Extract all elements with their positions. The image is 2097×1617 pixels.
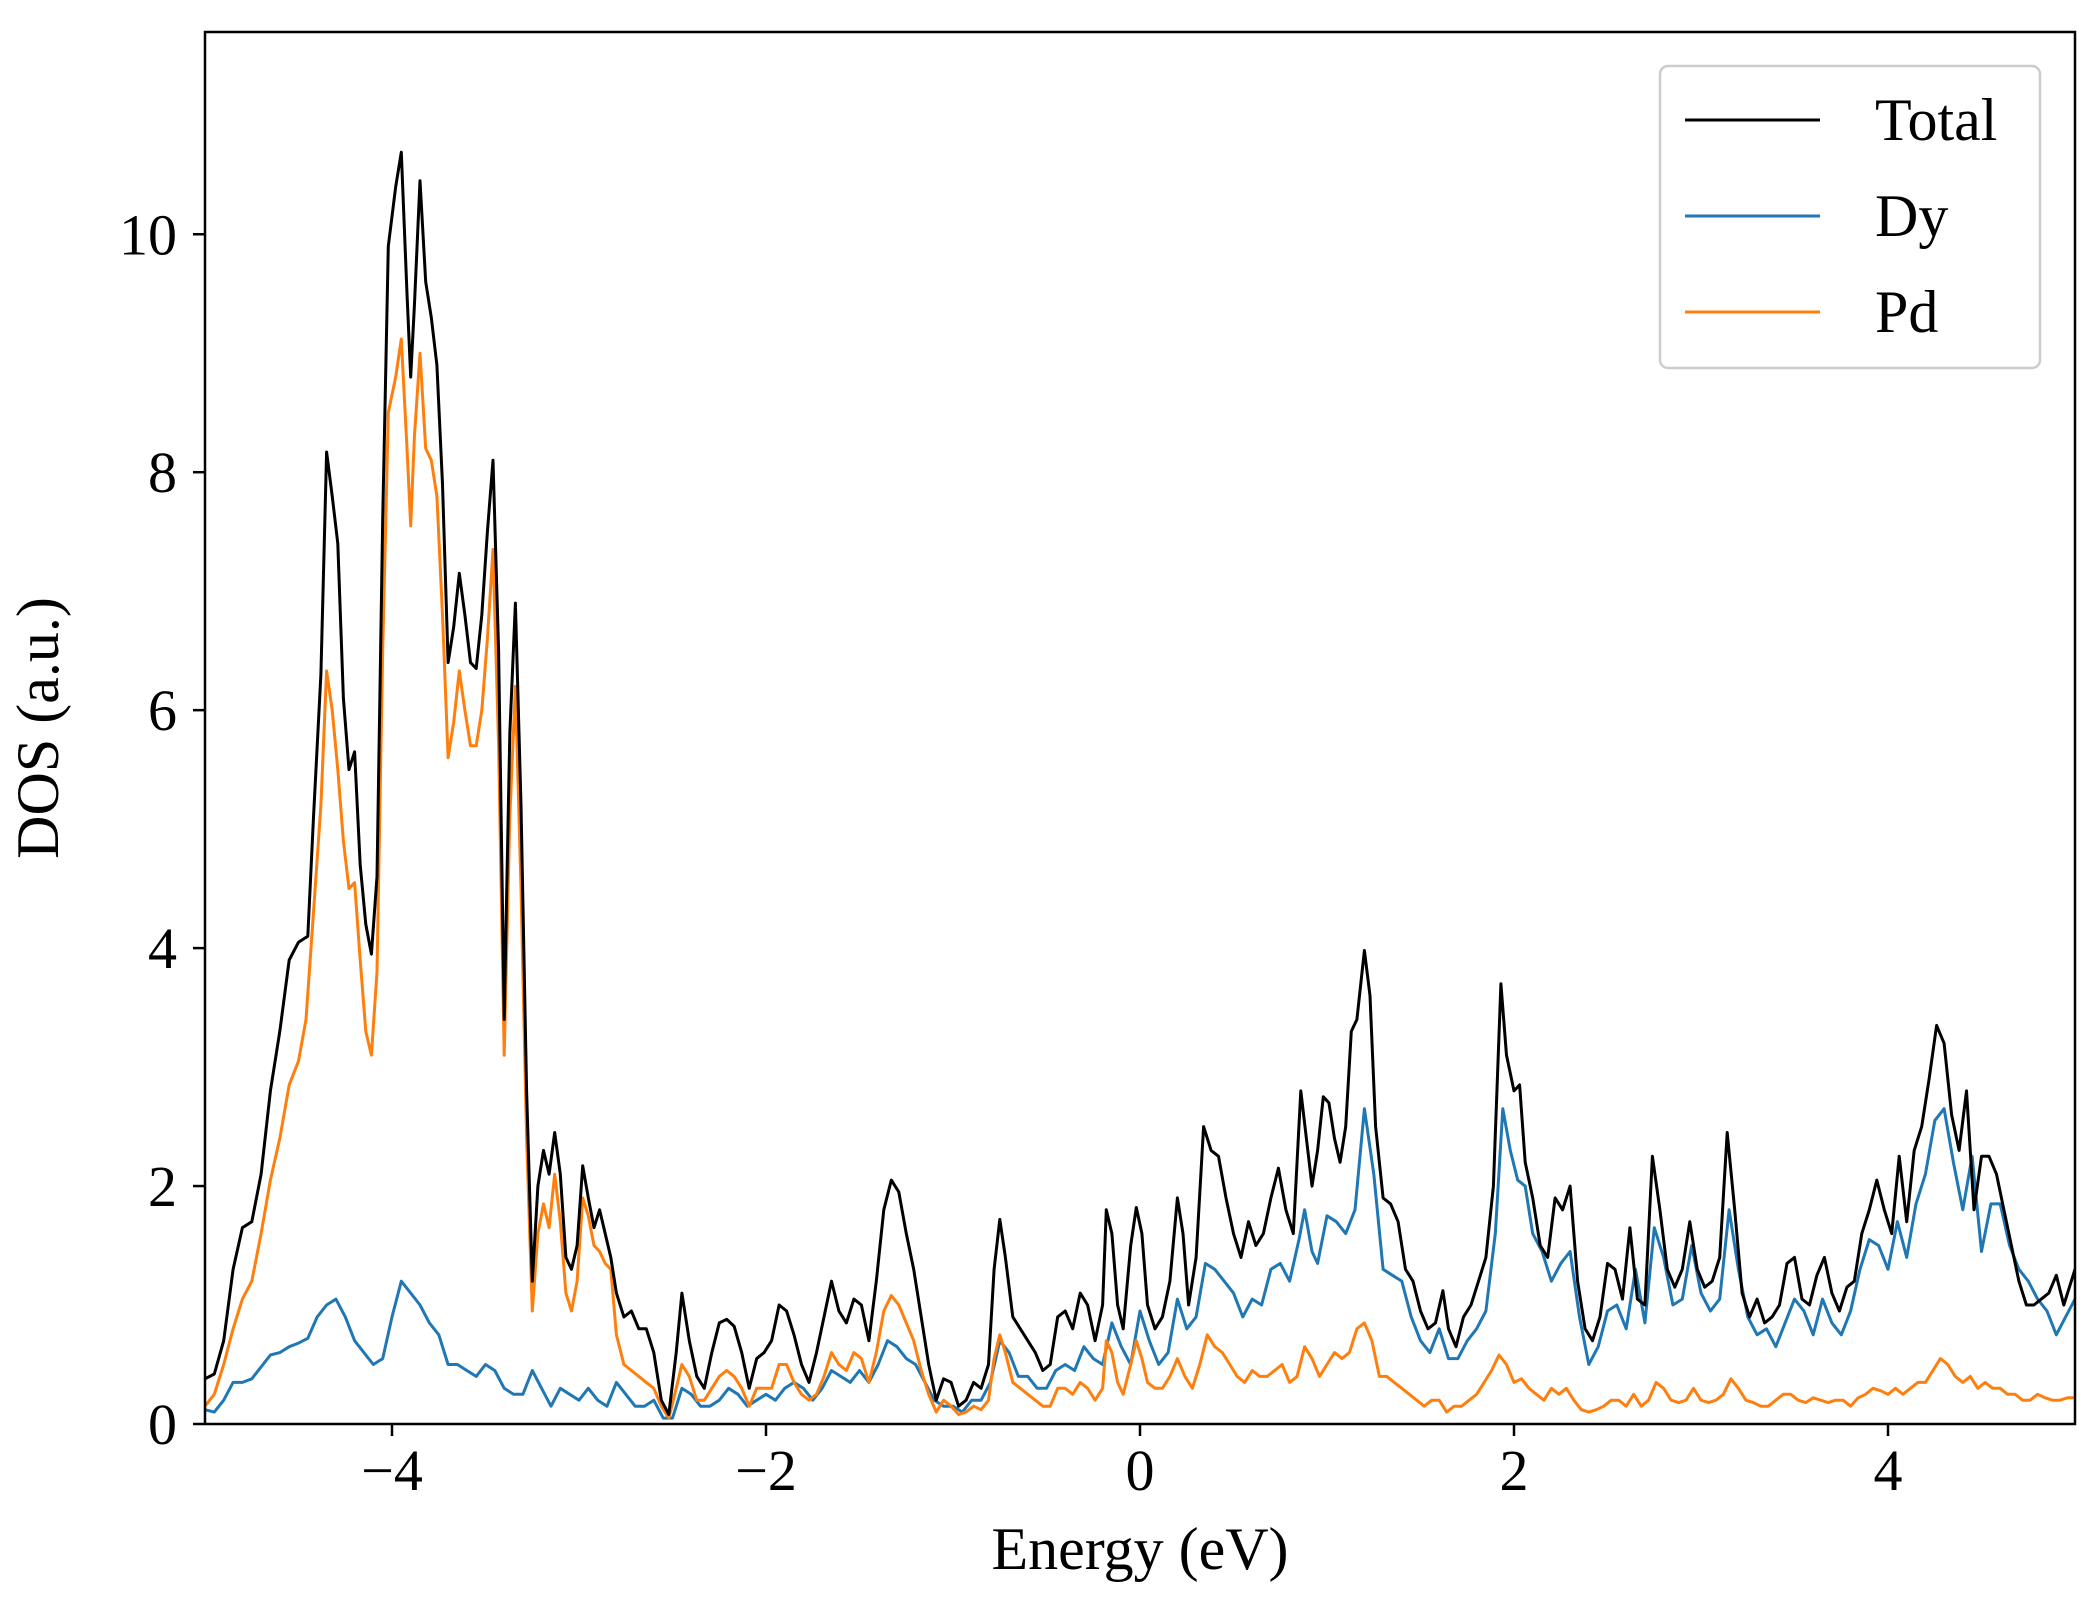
y-axis-ticks: 0 2 4 6 8 10 [119, 202, 205, 1457]
series-line-dy [205, 1107, 2075, 1420]
series-line-pd [205, 337, 2075, 1420]
y-tick-label: 0 [148, 1392, 177, 1457]
x-tick-label: −2 [735, 1438, 797, 1503]
y-tick-label: 8 [148, 440, 177, 505]
series-line-total [205, 150, 2075, 1416]
legend-box [1658, 64, 2042, 370]
y-tick-label: 2 [148, 1154, 177, 1219]
x-tick-label: 0 [1126, 1438, 1155, 1503]
legend-label-pd: Pd [1875, 279, 1938, 345]
legend: Total Dy Pd [1658, 64, 2042, 370]
x-axis-label: Energy (eV) [991, 1516, 1288, 1582]
y-tick-label: 10 [119, 202, 177, 267]
x-axis-ticks: −4 −2 0 2 4 [361, 1424, 1903, 1503]
x-tick-label: −4 [361, 1438, 423, 1503]
series-layer [205, 150, 2075, 1420]
legend-label-dy: Dy [1875, 183, 1948, 249]
y-axis-label: DOS (a.u.) [5, 597, 71, 859]
x-tick-label: 2 [1500, 1438, 1529, 1503]
legend-label-total: Total [1875, 87, 1997, 153]
x-tick-label: 4 [1874, 1438, 1903, 1503]
y-tick-label: 6 [148, 678, 177, 743]
y-tick-label: 4 [148, 916, 177, 981]
